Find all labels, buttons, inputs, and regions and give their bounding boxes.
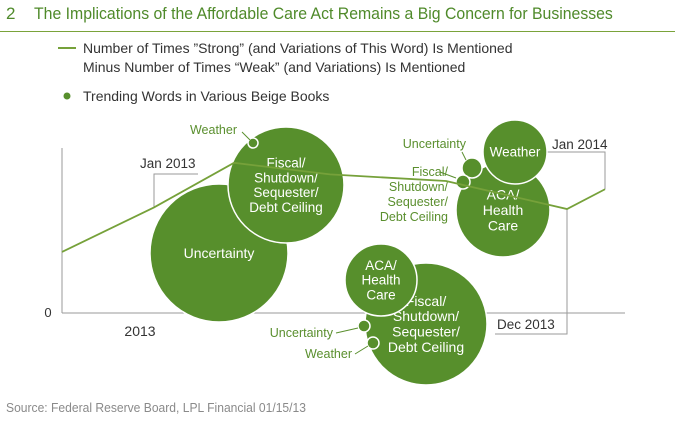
bubble-label-line: Debt Ceiling — [388, 339, 464, 355]
bubble-outside-label: Uncertainty — [403, 137, 467, 151]
header-rule — [0, 31, 675, 32]
bubble-outside-label: Fiscal/Shutdown/Sequester/Debt Ceiling — [380, 165, 449, 224]
bubble — [344, 243, 418, 317]
bubble-outside-label-line: Shutdown/ — [389, 180, 449, 194]
legend-line-text: Minus Number of Times “Weak” (and Variat… — [83, 59, 465, 75]
bubble — [461, 157, 483, 179]
bubble — [357, 319, 371, 333]
bubble-leader — [335, 327, 359, 334]
bubble-outside-label-line: Fiscal/ — [412, 165, 449, 179]
legend-line-text: Number of Times ”Strong” (and Variations… — [83, 40, 513, 56]
bubble-leader — [241, 131, 251, 141]
bubble-label-line: Care — [366, 288, 395, 303]
bubble-label-line: Fiscal/ — [406, 293, 447, 309]
bubble-label-line: Weather — [490, 145, 541, 160]
bubble-label-line: Care — [488, 217, 519, 233]
chart-number: 2 — [6, 4, 16, 23]
bubble-outside-label-line: Debt Ceiling — [380, 210, 448, 224]
callout-leader — [495, 209, 568, 335]
bubble — [227, 126, 345, 244]
bubble-label-line: Fiscal/ — [266, 155, 305, 170]
callout-leader — [540, 151, 606, 190]
bubble-label-line: Uncertainty — [184, 245, 255, 261]
bubble-leader — [354, 345, 369, 355]
bubble-label: ACA/Health Care — [361, 258, 400, 303]
bubble-outside-label: Weather — [190, 123, 237, 137]
bubble-label-line: Shutdown/ — [254, 170, 318, 185]
bubble-label: Fiscal/Shutdown/Sequester/Debt Ceiling — [388, 293, 464, 355]
bubble-label: Fiscal/Shutdown/Sequester/Debt Ceiling — [249, 155, 323, 215]
callout-label: Dec 2013 — [497, 317, 555, 332]
source-note: Source: Federal Reserve Board, LPL Finan… — [6, 400, 306, 415]
y-tick-label: 0 — [44, 305, 51, 320]
legend-dot-marker — [63, 92, 71, 100]
bubble-label-line: Health — [361, 273, 400, 288]
series-line — [61, 161, 606, 253]
bubble-label-line: Sequester/ — [392, 324, 460, 340]
callouts: Jan 2013 Dec 2013 Jan 2014 — [140, 137, 608, 335]
bubble — [247, 137, 259, 149]
legend-dot-text: Trending Words in Various Beige Books — [83, 88, 329, 104]
bubble — [482, 119, 548, 185]
bubble-label-line: ACA/ — [365, 258, 397, 273]
bubble-leader — [439, 171, 457, 179]
bubble-group: Uncertainty Fiscal/Shutdown/Sequester/Deb… — [149, 123, 345, 323]
chart-header: 2 The Implications of the Affordable Car… — [0, 0, 675, 36]
bubble-leader — [461, 151, 467, 161]
bubbles: UncertaintyFiscal/Shutdown/Sequester/Deb… — [149, 119, 551, 386]
axes: 0 2013 — [44, 148, 625, 339]
bubble — [366, 336, 380, 350]
bubble-label-line: Sequester/ — [253, 185, 319, 200]
bubble-label: Uncertainty — [184, 245, 255, 261]
callout-label: Jan 2014 — [552, 137, 608, 152]
legend: Number of Times ”Strong” (and Variations… — [58, 40, 513, 104]
bubble-label-line: Debt Ceiling — [249, 200, 323, 215]
bubble-outside-label-line: Sequester/ — [388, 195, 449, 209]
callout-leader — [153, 173, 198, 208]
bubble-label-line: Shutdown/ — [393, 308, 459, 324]
x-tick-label: 2013 — [124, 323, 155, 339]
bubble-group: ACA/Health CareWeatherUncertaintyFiscal/S… — [380, 119, 551, 258]
chart-title: The Implications of the Affordable Care … — [34, 4, 613, 23]
bubble-outside-label: Weather — [305, 347, 352, 361]
series — [61, 161, 606, 253]
bubble-label: Weather — [490, 145, 541, 160]
bubble-label-line: Health — [483, 202, 523, 218]
bubble-group: Fiscal/Shutdown/Sequester/Debt CeilingAC… — [270, 243, 488, 386]
bubble-outside-label: Uncertainty — [270, 326, 334, 340]
callout-label: Jan 2013 — [140, 156, 196, 171]
